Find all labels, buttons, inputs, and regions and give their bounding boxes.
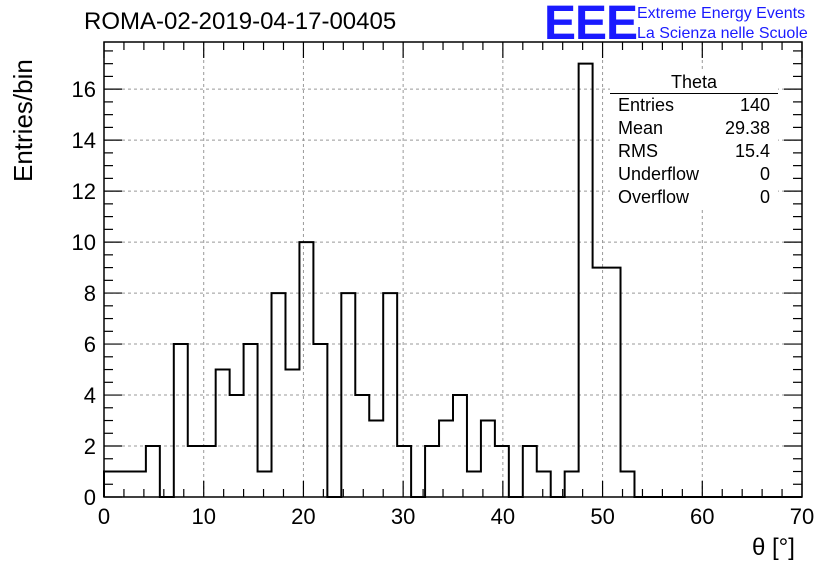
histogram-bin: [467, 472, 481, 497]
stats-value: 140: [739, 95, 770, 115]
histogram-outline: [103, 62, 802, 498]
histogram-bin: [244, 344, 258, 497]
histogram-bin: [425, 446, 439, 497]
histogram-bin: [341, 293, 355, 497]
histogram-bin: [132, 472, 146, 497]
histogram-bin: [202, 446, 216, 497]
stats-label: RMS: [618, 141, 658, 161]
x-tick-label: 40: [491, 504, 515, 529]
histogram-bin: [439, 421, 453, 497]
stats-row-entries: Entries 140: [610, 94, 778, 117]
histogram-bin: [258, 472, 272, 497]
stats-box: Theta Entries 140 Mean 29.38 RMS 15.4 Un…: [610, 72, 778, 209]
stats-row-overflow: Overflow 0: [610, 186, 778, 209]
y-tick-label: 10: [72, 230, 96, 255]
histogram-bin: [355, 395, 369, 497]
stats-label: Mean: [618, 118, 664, 138]
histogram-bin: [383, 293, 397, 497]
histogram-bin: [579, 64, 593, 497]
logo-tagline-2: La Scienza nelle Scuole: [637, 25, 808, 42]
y-tick-label: 8: [84, 281, 96, 306]
histogram-bin: [495, 446, 509, 497]
x-tick-label: 60: [690, 504, 714, 529]
y-tick-label: 0: [84, 485, 96, 510]
stats-value: 0: [759, 164, 770, 184]
histogram-bin: [621, 472, 635, 497]
logo-tagline-1: Extreme Energy Events: [637, 5, 806, 22]
stats-label: Entries: [618, 95, 675, 115]
histogram-bin: [118, 472, 132, 497]
histogram-bin: [216, 370, 230, 497]
histogram-bin: [313, 344, 327, 497]
y-tick-label: 16: [72, 77, 96, 102]
histogram-bin: [272, 293, 286, 497]
x-axis-label: θ [°]: [752, 534, 795, 561]
y-tick-label: 6: [84, 332, 96, 357]
stats-row-mean: Mean 29.38: [610, 117, 778, 140]
x-tick-label: 10: [191, 504, 215, 529]
eee-logo: EEE: [544, 0, 638, 50]
histogram-bin: [481, 421, 495, 497]
histogram-bin: [607, 268, 621, 497]
histogram-bin: [397, 446, 411, 497]
histogram-bin: [593, 268, 607, 497]
histogram-bin: [453, 395, 467, 497]
stats-label: Overflow: [618, 187, 690, 207]
plot-title: ROMA-02-2019-04-17-00405: [84, 8, 397, 35]
x-tick-label: 20: [291, 504, 315, 529]
histogram-bin: [299, 242, 313, 497]
plot-frame: [103, 41, 803, 498]
x-tick-label: 0: [98, 504, 110, 529]
y-tick-label: 4: [84, 383, 96, 408]
histogram-bin: [188, 446, 202, 497]
y-tick-label: 14: [72, 128, 96, 153]
y-tick-label: 2: [84, 434, 96, 459]
histogram-bin: [174, 344, 188, 497]
histogram-bin: [230, 395, 244, 497]
stats-value: 29.38: [724, 118, 770, 138]
stats-value: 0: [759, 187, 770, 207]
x-tick-label: 50: [590, 504, 614, 529]
histogram-bin: [104, 472, 118, 497]
histogram-bin: [146, 446, 160, 497]
histogram-bin: [285, 370, 299, 497]
x-tick-label: 30: [391, 504, 415, 529]
stats-title: Theta: [610, 72, 778, 94]
y-axis-label: Entries/bin: [8, 59, 38, 182]
stats-row-rms: RMS 15.4: [610, 140, 778, 163]
stats-row-underflow: Underflow 0: [610, 163, 778, 186]
histogram-bin: [523, 446, 537, 497]
histogram-bin: [565, 472, 579, 497]
y-tick-label: 12: [72, 179, 96, 204]
histogram-bin: [369, 421, 383, 497]
stats-label: Underflow: [618, 164, 700, 184]
stats-value: 15.4: [734, 141, 770, 161]
histogram-bin: [537, 472, 551, 497]
x-tick-label: 70: [790, 504, 814, 529]
